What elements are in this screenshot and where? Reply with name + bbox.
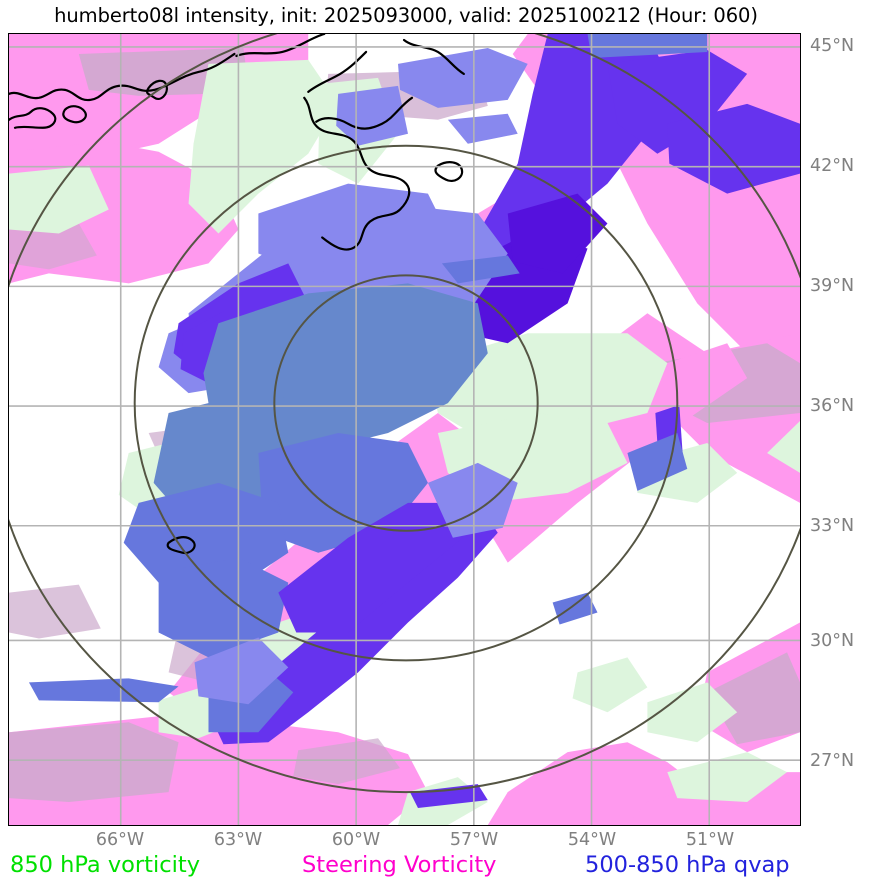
lat-tick-36n: 36°N bbox=[810, 396, 855, 416]
lat-tick-27n: 27°N bbox=[810, 751, 855, 771]
lon-tick-51w: 51°W bbox=[685, 830, 735, 850]
field-legend: 850 hPa vorticity Steering Vorticity 500… bbox=[0, 852, 873, 888]
legend-steering-vorticity: Steering Vorticity bbox=[302, 852, 497, 878]
lat-tick-45n: 45°N bbox=[810, 36, 855, 56]
map-gridlines bbox=[9, 34, 800, 825]
lat-tick-33n: 33°N bbox=[810, 516, 855, 536]
lon-tick-63w: 63°W bbox=[213, 830, 263, 850]
lon-tick-66w: 66°W bbox=[95, 830, 145, 850]
storm-range-rings bbox=[9, 34, 800, 793]
legend-500-850hpa-qvap: 500-850 hPa qvap bbox=[585, 852, 790, 878]
lat-tick-42n: 42°N bbox=[810, 156, 855, 176]
map-canvas bbox=[9, 34, 800, 825]
lat-tick-39n: 39°N bbox=[810, 276, 855, 296]
legend-850hpa-vorticity: 850 hPa vorticity bbox=[10, 852, 201, 878]
lon-tick-54w: 54°W bbox=[567, 830, 617, 850]
lon-tick-57w: 57°W bbox=[449, 830, 499, 850]
page-title: humberto08l intensity, init: 2025093000,… bbox=[54, 4, 758, 27]
lon-tick-60w: 60°W bbox=[331, 830, 381, 850]
map-plot-area[interactable] bbox=[8, 33, 801, 826]
coastline bbox=[9, 34, 465, 555]
lat-tick-30n: 30°N bbox=[810, 631, 855, 651]
